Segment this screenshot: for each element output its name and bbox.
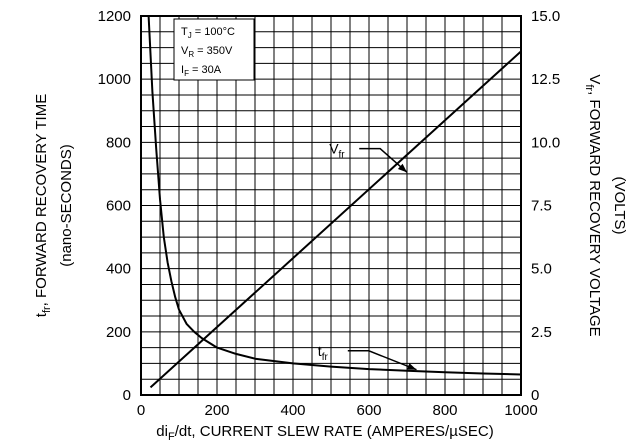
svg-text:Vfr, FORWARD RECOVERY VOLTAGE: Vfr, FORWARD RECOVERY VOLTAGE	[583, 74, 603, 336]
svg-text:(VOLTS): (VOLTS)	[611, 176, 628, 234]
condition-tj: TJ = 100°C	[181, 26, 235, 40]
y-right-tick-label: 7.5	[531, 198, 552, 215]
conditions-box: TJ = 100°C VR = 350V IF = 30A	[173, 18, 255, 81]
series-label-vfr: Vfr	[329, 141, 345, 161]
condition-if: IF = 30A	[181, 64, 222, 78]
tick-labels: 0 200 400 600 800 100002004006008001000120002…	[98, 8, 561, 419]
x-tick-label: 600	[356, 402, 381, 419]
arrowhead-tfr	[406, 363, 417, 370]
y-left-tick-label: 0	[123, 387, 131, 404]
y-right-tick-label: 2.5	[531, 324, 552, 341]
y-left-tick-label: 800	[106, 134, 131, 151]
y-left-tick-label: 1000	[98, 71, 131, 88]
y-right-tick-label: 0	[531, 387, 539, 404]
arrowhead-vfr	[397, 163, 407, 173]
x-tick-label: 200	[204, 402, 229, 419]
x-tick-label: 1000	[504, 402, 537, 419]
y-left-tick-label: 200	[106, 324, 131, 341]
annotations	[347, 147, 417, 371]
y-right-tick-label: 10.0	[531, 134, 560, 151]
plot-frame	[140, 15, 522, 396]
y-left-tick-label: 400	[106, 261, 131, 278]
svg-text:(nano-SECONDS): (nano-SECONDS)	[58, 144, 75, 267]
leader-tfr	[347, 350, 417, 371]
grid	[141, 16, 521, 395]
y-axis-left-label: tfr, FORWARD RECOVERY TIME (nano-SECONDS…	[33, 94, 75, 317]
y-right-tick-label: 15.0	[531, 8, 560, 25]
condition-vr: VR = 350V	[181, 45, 233, 59]
x-tick-label: 0	[137, 402, 145, 419]
series-line-vfr	[149, 50, 522, 389]
x-axis-label: diF/dt, CURRENT SLEW RATE (AMPERES/µSEC)	[156, 423, 493, 443]
x-tick-label: 400	[280, 402, 305, 419]
y-right-tick-label: 5.0	[531, 261, 552, 278]
y-left-tick-label: 1200	[98, 8, 131, 25]
series-line-tfr	[147, 15, 522, 376]
svg-text:tfr, FORWARD RECOVERY TIME: tfr, FORWARD RECOVERY TIME	[33, 94, 53, 317]
x-tick-label: 800	[432, 402, 457, 419]
y-axis-right-label: Vfr, FORWARD RECOVERY VOLTAGE (VOLTS)	[583, 74, 628, 336]
y-left-tick-label: 600	[106, 198, 131, 215]
y-right-tick-label: 12.5	[531, 71, 560, 88]
series-label-tfr: tfr	[318, 343, 329, 363]
curves	[147, 15, 522, 389]
leader-vfr	[359, 147, 408, 173]
